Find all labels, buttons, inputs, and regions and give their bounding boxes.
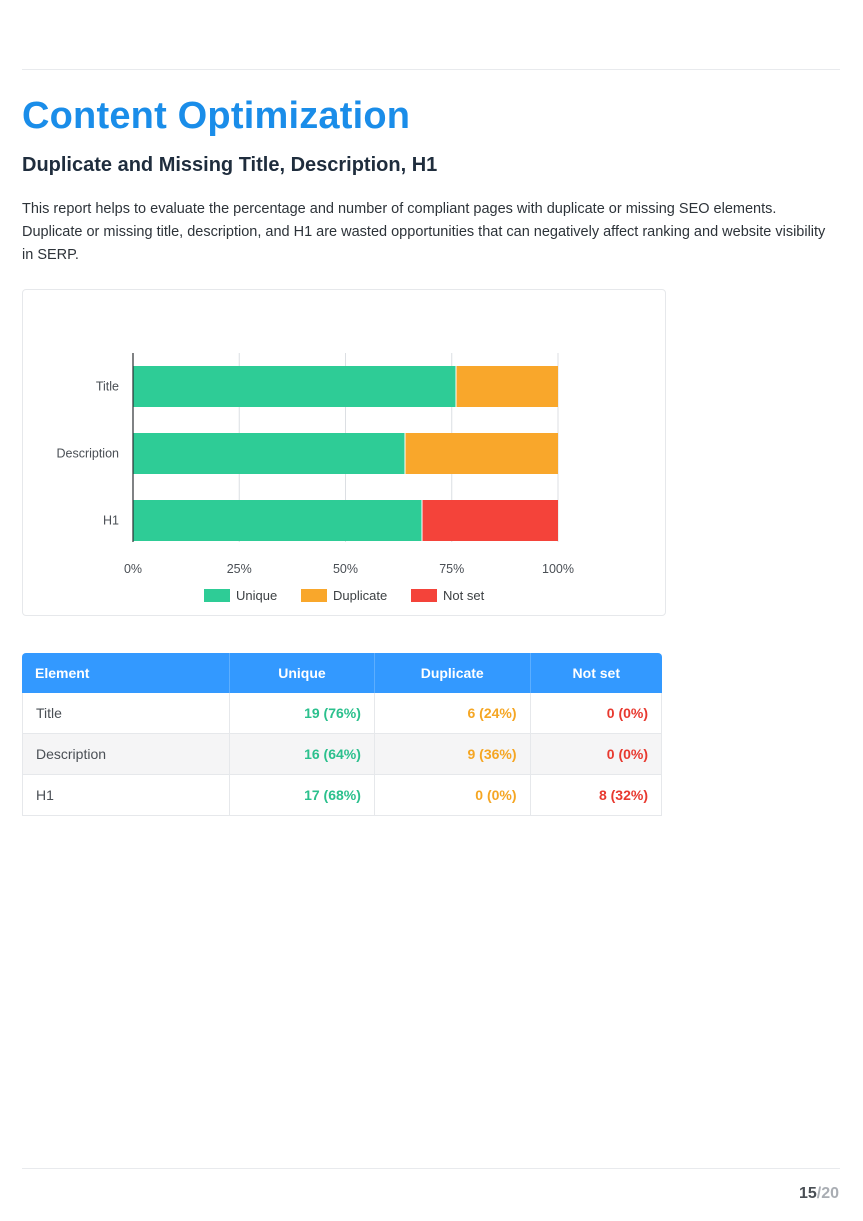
x-tick-label: 75%: [439, 562, 464, 576]
table-row: H1 17 (68%) 0 (0%) 8 (32%): [22, 775, 662, 816]
cell-not-set: 0 (0%): [530, 734, 662, 775]
legend-swatch: [204, 589, 230, 602]
page-total: 20: [821, 1185, 839, 1202]
x-tick-label: 100%: [542, 562, 574, 576]
table-row: Title 19 (76%) 6 (24%) 0 (0%): [22, 693, 662, 734]
cell-unique: 17 (68%): [230, 775, 375, 816]
legend-label: Duplicate: [333, 588, 387, 603]
bar-segment: [422, 500, 558, 541]
bar-segment: [405, 433, 558, 474]
bar-segment: [133, 366, 456, 407]
cell-element: Description: [22, 734, 230, 775]
legend-label: Not set: [443, 588, 485, 603]
x-tick-label: 50%: [333, 562, 358, 576]
page-title: Content Optimization: [22, 95, 411, 137]
bottom-divider: [22, 1168, 840, 1169]
cell-duplicate: 0 (0%): [374, 775, 531, 816]
section-description: This report helps to evaluate the percen…: [22, 201, 826, 263]
cell-element: H1: [22, 775, 230, 816]
page-number: 15/20: [799, 1185, 839, 1203]
section-subtitle: Duplicate and Missing Title, Description…: [22, 154, 438, 176]
bar-segment: [133, 500, 422, 541]
y-tick-label: Title: [96, 380, 119, 394]
table-row: Description 16 (64%) 9 (36%) 0 (0%): [22, 734, 662, 775]
page-current: 15: [798, 1185, 817, 1202]
table-header-row: Element Unique Duplicate Not set: [22, 653, 662, 693]
header-duplicate: Duplicate: [374, 653, 531, 693]
bar-segment: [456, 366, 558, 407]
header-not-set: Not set: [530, 653, 662, 693]
top-divider: [22, 69, 840, 70]
chart-card: Title Description H1 0% 25% 50% 75% 100% Unique D…: [22, 289, 666, 616]
cell-duplicate: 9 (36%): [374, 734, 531, 775]
x-tick-label: 0%: [124, 562, 142, 576]
bar-segment: [133, 433, 405, 474]
stacked-bar-chart: Title Description H1 0% 25% 50% 75% 100% Unique D…: [56, 353, 574, 603]
y-tick-label: H1: [103, 514, 119, 528]
x-tick-label: 25%: [227, 562, 252, 576]
legend-label: Unique: [236, 588, 277, 603]
cell-unique: 16 (64%): [230, 734, 375, 775]
cell-not-set: 8 (32%): [530, 775, 662, 816]
cell-unique: 19 (76%): [230, 693, 375, 734]
elements-table: Element Unique Duplicate Not set Title 1…: [22, 653, 662, 816]
cell-element: Title: [22, 693, 230, 734]
legend-swatch: [411, 589, 437, 602]
header-element: Element: [22, 653, 230, 693]
header-unique: Unique: [230, 653, 375, 693]
legend-swatch: [301, 589, 327, 602]
y-tick-label: Description: [56, 447, 119, 461]
page-separator: /: [816, 1185, 822, 1202]
cell-not-set: 0 (0%): [530, 693, 662, 734]
cell-duplicate: 6 (24%): [374, 693, 531, 734]
